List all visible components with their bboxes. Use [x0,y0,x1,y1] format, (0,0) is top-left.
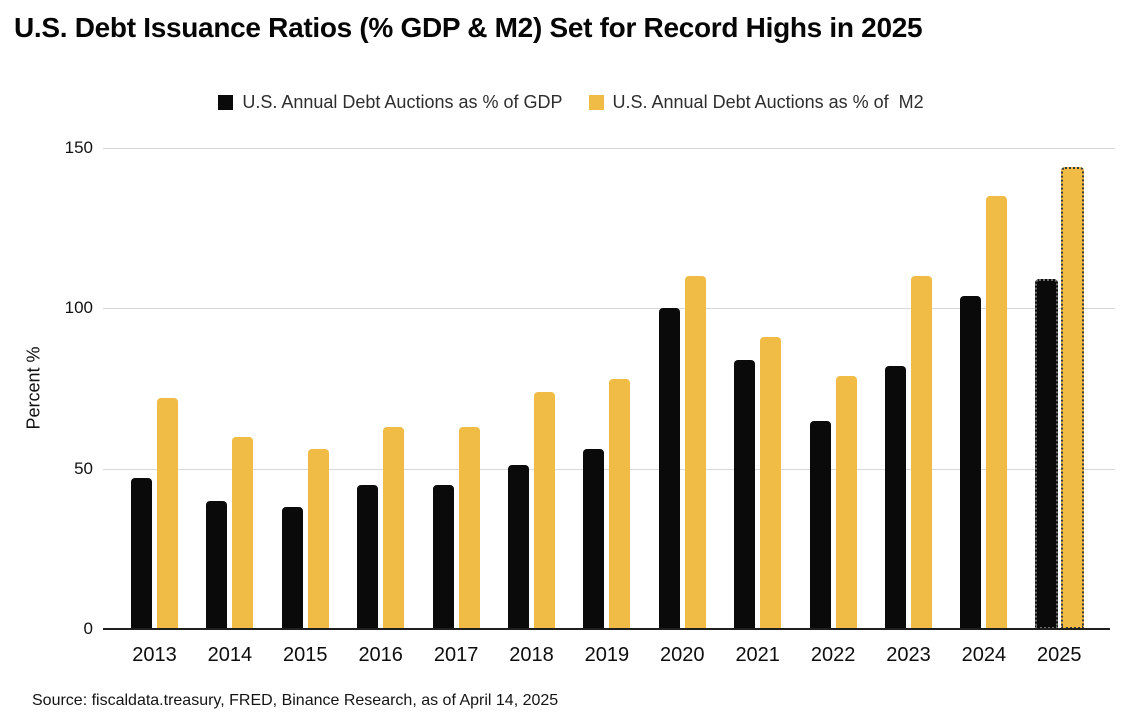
bar-group-2016: 2016 [357,148,405,666]
x-tick-label-2019: 2019 [584,644,630,666]
legend: U.S. Annual Debt Auctions as % of GDP U.… [0,92,1142,113]
bar-m2-2021 [760,337,782,629]
x-tick-label-2024: 2024 [961,644,1007,666]
bar-m2-2025 [1060,167,1084,629]
x-tick-label-2016: 2016 [358,644,403,666]
bar-m2-2013 [157,398,178,629]
gridline-50 [103,468,1115,470]
bar-group-2021: 2021 [734,148,782,666]
x-tick-label-2021: 2021 [735,644,780,666]
bar-gdp-2018 [508,465,529,629]
bar-group-2025: 2025 [1034,148,1084,666]
bar-gdp-2014 [206,500,228,629]
x-tick-label-2023: 2023 [886,644,931,666]
bar-m2-2019 [609,378,631,629]
bar-gdp-2024 [960,295,982,629]
x-tick-label-2013: 2013 [132,644,177,666]
bar-group-2022: 2022 [809,148,857,666]
x-tick-label-2020: 2020 [660,644,705,666]
bar-group-2024: 2024 [960,148,1008,666]
bar-m2-2015 [307,449,329,629]
x-tick-label-2018: 2018 [509,644,554,666]
legend-label-gdp: U.S. Annual Debt Auctions as % of GDP [242,92,563,112]
bar-m2-2022 [835,375,857,629]
bar-group-2017: 2017 [432,148,480,666]
bar-gdp-2019 [583,449,605,629]
bar-m2-2024 [986,196,1008,629]
bar-m2-2018 [534,391,555,629]
y-tick-label-0: 0 [83,619,93,638]
y-tick-label-50: 50 [74,458,93,478]
x-tick-label-2014: 2014 [207,644,253,666]
plot-area: 0 50 100 150 2013 2014 2015 2016 2017 2018 2019 202… [65,138,1115,666]
x-axis-line [103,628,1110,630]
chart-title: U.S. Debt Issuance Ratios (% GDP & M2) S… [14,12,923,43]
bar-m2-2020 [684,276,706,629]
legend-item-gdp: U.S. Annual Debt Auctions as % of GDP [218,92,563,113]
bar-m2-2017 [458,426,480,629]
legend-label-m2: U.S. Annual Debt Auctions as % of M2 [612,92,924,112]
bar-gdp-2023 [885,366,906,629]
x-tick-label-2025: 2025 [1037,644,1082,666]
bar-m2-2014 [232,436,254,629]
y-axis-title: Percent % [23,346,44,430]
bar-gdp-2020 [658,308,680,629]
legend-swatch-m2-icon [588,95,604,110]
x-tick-label-2022: 2022 [810,644,856,666]
y-tick-label-100: 100 [64,298,93,318]
bar-group-2013: 2013 [131,148,178,666]
bar-group-2014: 2014 [206,148,254,666]
bar-gdp-2022 [809,420,831,629]
bar-m2-2016 [383,426,405,629]
bar-gdp-2013 [131,478,152,629]
bar-group-2015: 2015 [281,148,329,666]
bar-group-2020: 2020 [658,148,706,666]
legend-item-m2: U.S. Annual Debt Auctions as % of M2 [588,92,924,113]
bar-group-2019: 2019 [583,148,631,666]
source-note: Source: fiscaldata.treasury, FRED, Binan… [32,692,559,709]
legend-swatch-gdp-icon [218,95,234,110]
bar-gdp-2021 [734,359,756,629]
gridline-100 [103,308,1115,310]
bar-gdp-2025 [1034,279,1058,629]
bar-group-2023: 2023 [885,148,932,666]
bar-group-2018: 2018 [508,148,555,666]
x-tick-label-2017: 2017 [433,644,479,666]
bar-gdp-2015 [281,507,303,629]
y-tick-label-150: 150 [64,138,93,157]
x-tick-label-2015: 2015 [283,644,328,666]
bar-m2-2023 [911,276,932,629]
bar-gdp-2016 [357,484,379,629]
gridline-150 [103,148,1115,149]
bar-gdp-2017 [432,484,454,629]
